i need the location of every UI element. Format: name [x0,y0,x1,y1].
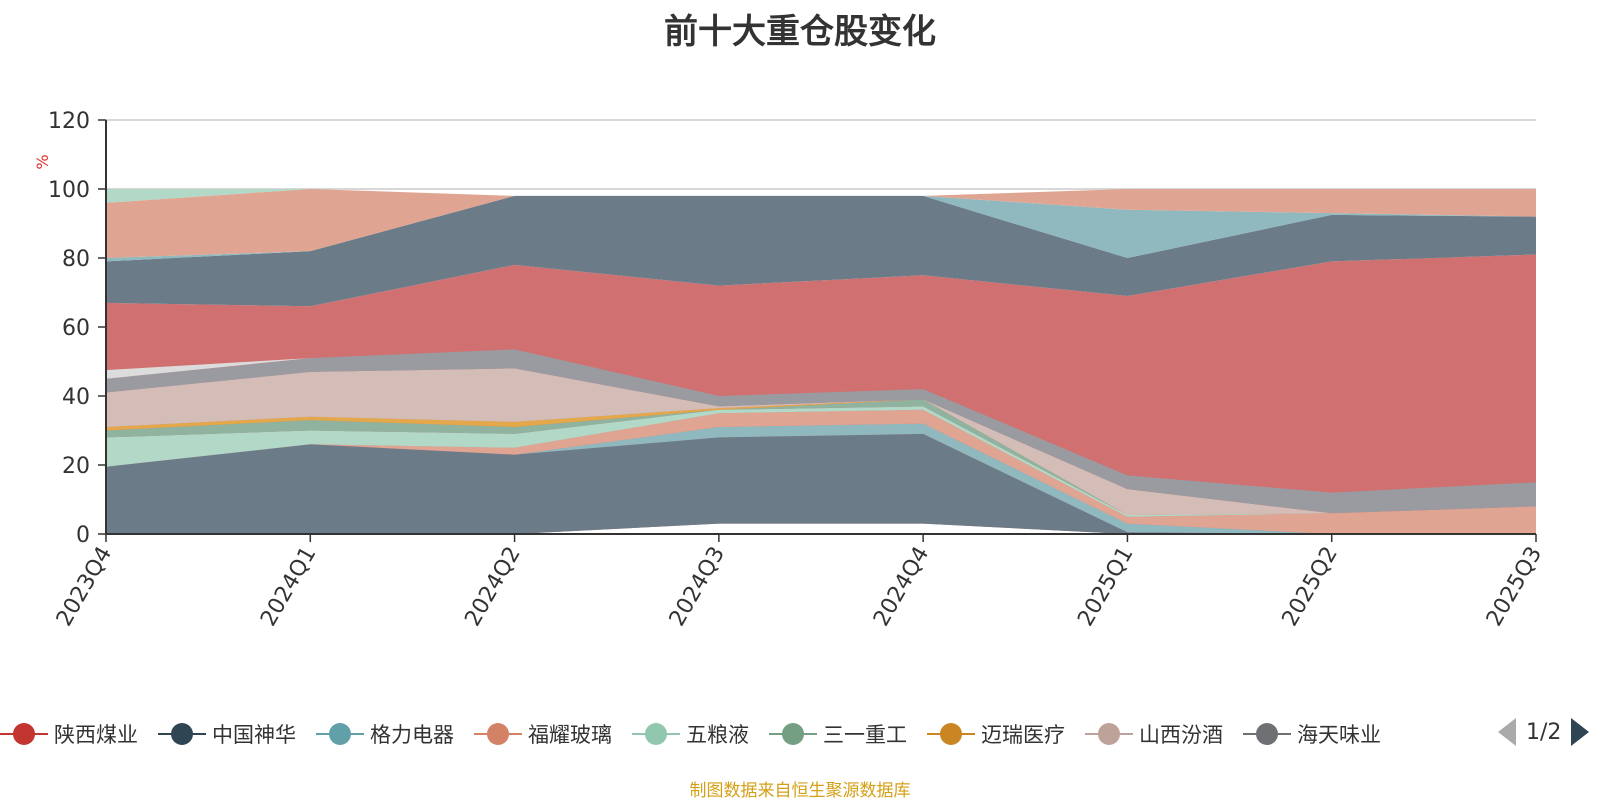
legend-item[interactable]: 三一重工 [769,719,907,749]
legend-label: 山西汾酒 [1139,723,1223,747]
area-series-5[interactable] [106,189,1536,258]
legend-item[interactable]: 山西汾酒 [1085,719,1223,749]
y-axis-unit-label: % [33,154,52,169]
legend-marker-icon [632,723,680,745]
area-chart: 0 20 40 60 80 100 120 2023Q4 2024Q1 2024Q2 2024Q3 2… [33,109,1547,631]
x-tick-label: 2023Q4 [52,543,117,631]
legend-label: 海天味业 [1297,723,1381,747]
legend-next-page-icon[interactable] [1571,718,1590,746]
legend-label: 福耀玻璃 [528,723,612,747]
x-tick-label: 2024Q4 [869,543,934,631]
x-tick-label: 2024Q2 [460,543,525,631]
legend-label: 三一重工 [823,723,907,747]
x-tick-label: 2025Q3 [1482,543,1547,631]
area-series-1[interactable] [106,433,1536,534]
legend-marker-icon [0,723,48,745]
area-series-2[interactable] [106,195,1536,307]
legend-marker-icon [316,723,364,745]
legend-item[interactable]: 五粮液 [632,719,749,749]
area-series-6[interactable] [106,409,1536,534]
area-series-7[interactable] [106,189,1536,203]
area-series-14[interactable] [106,349,1536,493]
legend-label: 迈瑞医疗 [981,723,1065,747]
legend-label: 中国神华 [212,723,296,747]
y-tick-label: 0 [76,523,90,548]
legend-item[interactable]: 格力电器 [316,719,454,749]
legend-item[interactable]: 中国神华 [158,719,296,749]
legend-marker-icon [1243,723,1291,745]
area-series-12[interactable] [106,349,1536,514]
y-tick-label: 80 [62,247,90,272]
legend: 陕西煤业 中国神华 格力电器 福耀玻璃 五粮液 三一重工 迈瑞医疗 山西汾酒 海天味业 [0,712,1482,756]
y-tick-label: 120 [48,109,90,134]
y-tick-label: 20 [62,454,90,479]
x-tick-label: 2025Q2 [1278,543,1343,631]
legend-label: 五粮液 [686,723,749,747]
x-tick-label: 2024Q3 [665,543,730,631]
area-series-9[interactable] [106,399,1536,515]
legend-item[interactable]: 海天味业 [1243,719,1381,749]
legend-pager: 1/2 [1498,718,1590,746]
legend-page-indicator: 1/2 [1526,719,1562,745]
y-tick-label: 60 [62,316,90,341]
y-tick-label: 40 [62,385,90,410]
legend-prev-page-icon[interactable] [1498,718,1516,746]
area-series [106,189,1536,534]
legend-marker-icon [474,723,522,745]
legend-marker-icon [158,723,206,745]
x-tick-label: 2025Q1 [1073,543,1138,631]
legend-marker-icon [1085,723,1133,745]
area-series-3[interactable] [106,195,1536,262]
area-series-8[interactable] [106,406,1536,517]
legend-marker-icon [927,723,975,745]
source-note: 制图数据来自恒生聚源数据库 [689,781,911,801]
y-tick-label: 100 [48,178,90,203]
legend-marker-icon [769,723,817,745]
x-tick-label: 2024Q1 [256,543,321,631]
legend-label: 格力电器 [370,723,454,747]
legend-item[interactable]: 迈瑞医疗 [927,719,1065,749]
chart-title: 前十大重仓股变化 [664,12,936,52]
area-series-11[interactable] [106,368,1536,515]
legend-item[interactable]: 陕西煤业 [0,719,138,749]
legend-item[interactable]: 福耀玻璃 [474,719,612,749]
legend-label: 陕西煤业 [54,723,138,747]
